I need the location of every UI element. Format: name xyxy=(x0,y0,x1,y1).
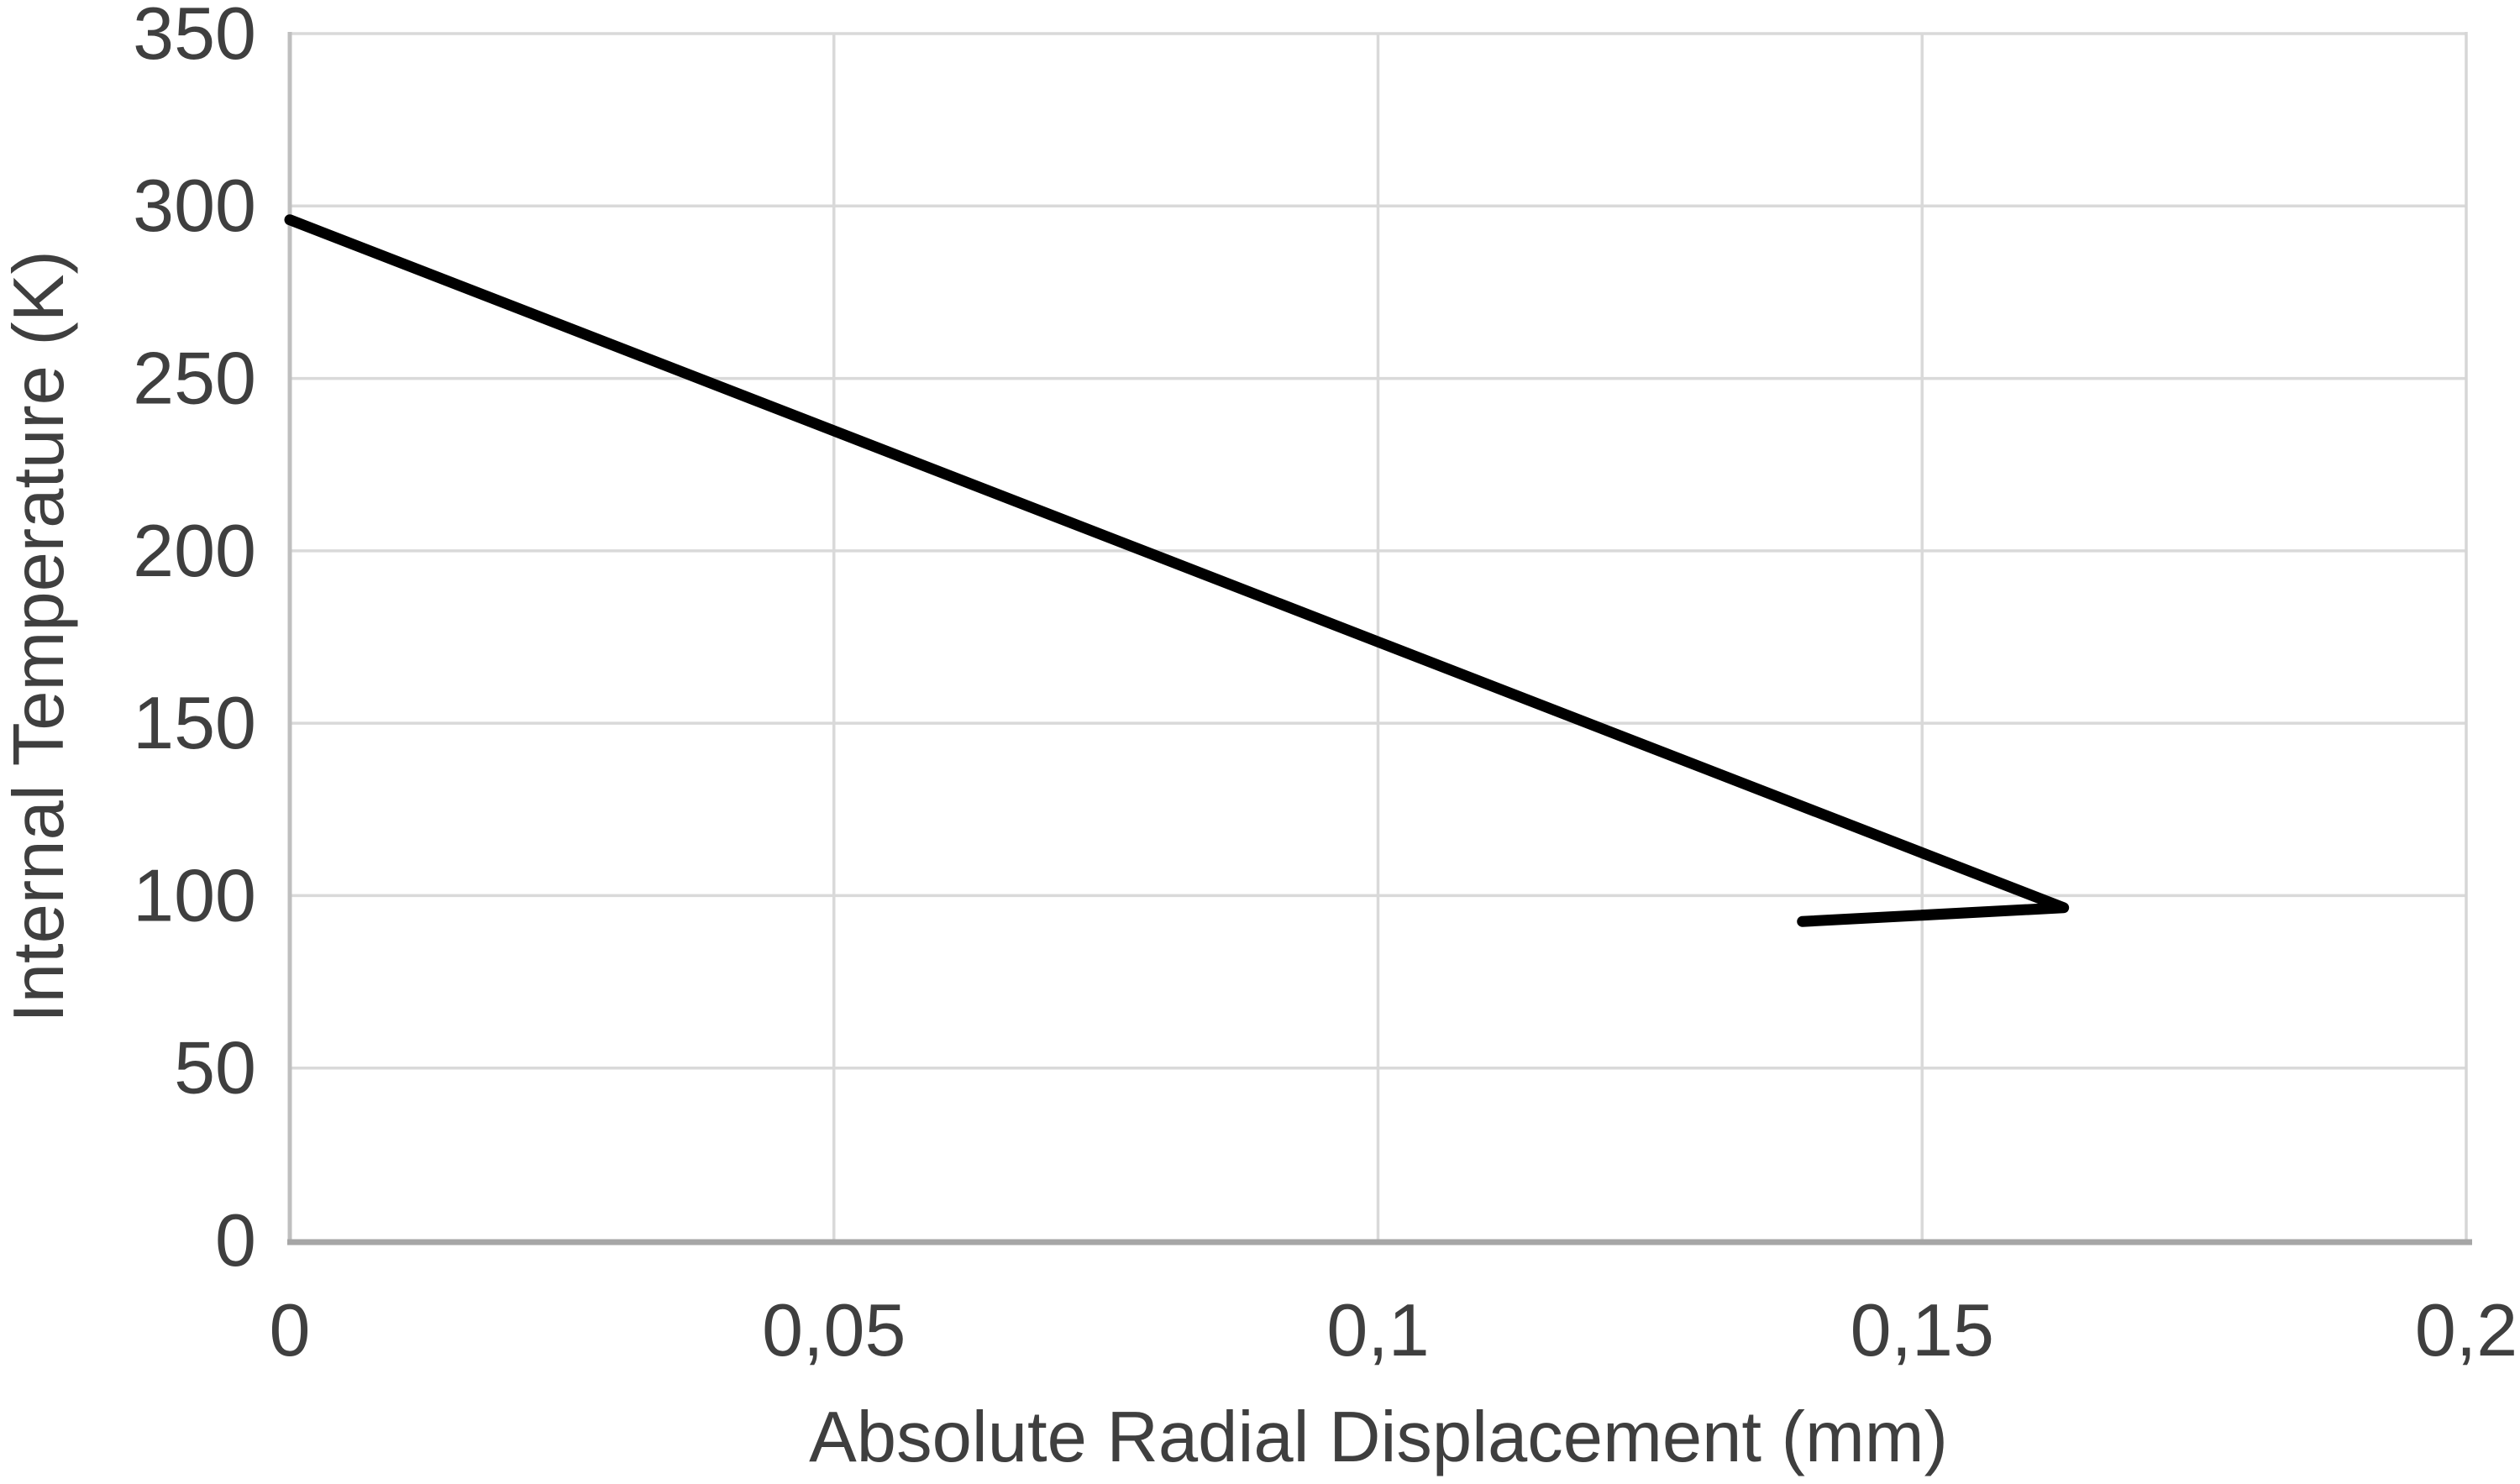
data-series xyxy=(284,214,2070,927)
x-tick-label: 0,2 xyxy=(2415,1288,2517,1371)
y-tick-label: 150 xyxy=(133,681,256,764)
y-tick-label: 250 xyxy=(133,336,256,419)
y-tick-label: 0 xyxy=(215,1198,256,1282)
y-tick-label: 100 xyxy=(133,853,256,936)
y-tick-label: 50 xyxy=(174,1026,256,1109)
data-line-cooldown-path xyxy=(284,214,2070,927)
x-tick-label: 0,15 xyxy=(1851,1288,1994,1371)
y-tick-label: 200 xyxy=(133,509,256,592)
y-tick-label: 350 xyxy=(133,0,256,75)
x-axis-tick-labels: 0 0,05 0,1 0,15 0,2 xyxy=(270,1288,2518,1371)
x-tick-label: 0 xyxy=(270,1288,311,1371)
axis-lines xyxy=(287,32,2472,1245)
y-axis-title: Internal Temperature (K) xyxy=(0,250,79,1023)
y-tick-label: 300 xyxy=(133,164,256,247)
x-tick-label: 0,1 xyxy=(1326,1288,1429,1371)
x-axis-title: Absolute Radial Displacement (mm) xyxy=(809,1397,1948,1477)
y-axis-tick-labels: 0 50 100 150 200 250 300 350 xyxy=(133,0,256,1282)
x-tick-label: 0,05 xyxy=(762,1288,906,1371)
